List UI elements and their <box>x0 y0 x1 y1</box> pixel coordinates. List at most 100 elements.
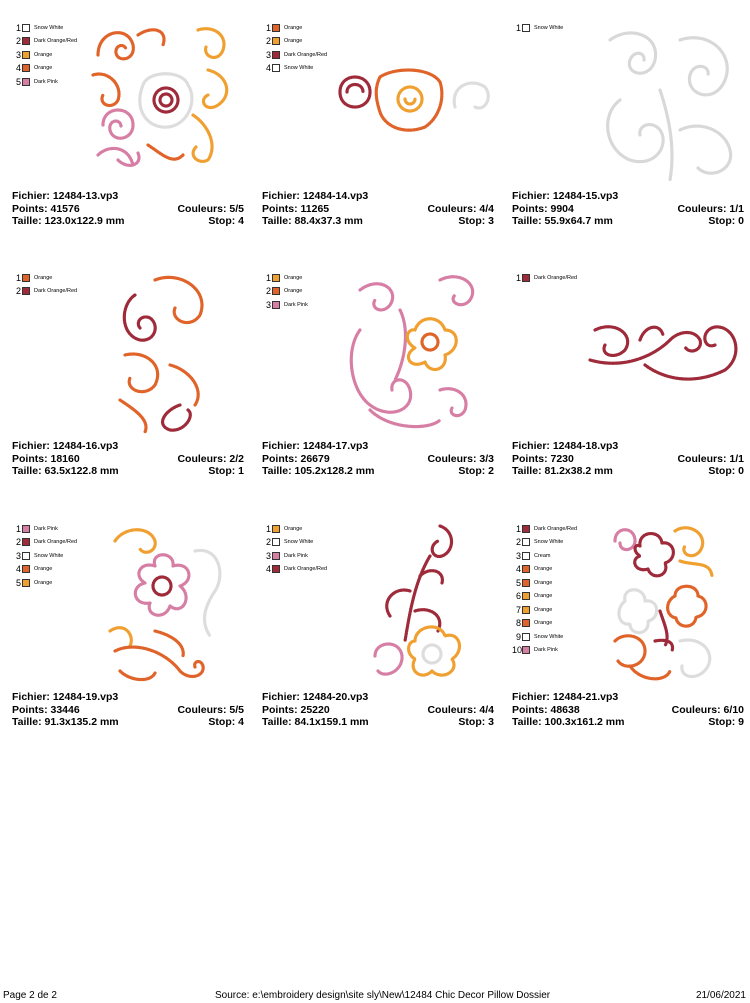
color-swatch <box>522 524 530 533</box>
color-item: 3 Orange <box>12 48 77 62</box>
color-item: 5 Orange <box>12 576 77 590</box>
color-number: 4 <box>265 564 271 575</box>
color-swatch <box>522 578 530 587</box>
points-count: Points: 18160 <box>12 452 80 465</box>
colors-count: Couleurs: 4/4 <box>427 703 494 716</box>
embroidery-preview <box>373 524 462 677</box>
colors-count: Couleurs: 5/5 <box>177 202 244 215</box>
color-item: 2 Orange <box>262 285 308 299</box>
color-item: 2 Snow White <box>512 536 577 550</box>
color-list: 1 Snow White <box>512 21 563 35</box>
points-count: Points: 33446 <box>12 703 80 716</box>
color-name: Dark Pink <box>284 301 308 308</box>
design-size: Taille: 91.3x135.2 mm <box>12 716 119 728</box>
design-info: Fichier: 12484-17.vp3 Points: 26679 Coule… <box>262 440 494 478</box>
color-name: Snow White <box>284 539 314 546</box>
color-item: 3 Dark Pink <box>262 298 308 312</box>
points-count: Points: 25220 <box>262 703 330 716</box>
color-name: Dark Orange/Red <box>284 51 328 58</box>
color-name: Dark Orange/Red <box>34 38 78 45</box>
color-name: Orange <box>34 274 53 281</box>
embroidery-preview <box>338 68 490 132</box>
color-swatch <box>522 565 530 574</box>
color-swatch <box>272 273 280 282</box>
design-size: Taille: 88.4x37.3 mm <box>262 215 363 227</box>
color-number: 2 <box>15 537 21 548</box>
design-cell-21: 1 Dark Orange/Red 2 Snow White 3 Cream 4 Ora… <box>510 506 750 736</box>
color-number: 3 <box>265 550 271 561</box>
color-number: 1 <box>15 523 21 534</box>
color-name: Snow White <box>534 633 564 640</box>
color-name: Snow White <box>34 24 64 31</box>
color-number: 3 <box>15 550 21 561</box>
color-name: Snow White <box>534 539 564 546</box>
color-item: 2 Dark Orange/Red <box>12 35 77 49</box>
color-item: 1 Orange <box>262 21 327 35</box>
color-number: 3 <box>515 550 521 561</box>
color-number: 3 <box>265 299 271 310</box>
file-name: Fichier: 12484-15.vp3 <box>512 190 619 202</box>
design-info: Fichier: 12484-16.vp3 Points: 18160 Coule… <box>12 440 244 478</box>
color-list: 1 Dark Pink 2 Dark Orange/Red 3 Snow White … <box>12 522 77 590</box>
points-count: Points: 11265 <box>262 202 330 215</box>
color-item: 1 Snow White <box>12 21 77 35</box>
color-swatch <box>522 551 530 560</box>
color-swatch <box>522 273 530 282</box>
color-name: Orange <box>34 65 53 72</box>
file-name: Fichier: 12484-14.vp3 <box>262 190 369 202</box>
color-number: 8 <box>515 618 521 629</box>
color-number: 2 <box>15 286 21 297</box>
design-cell-13: 1 Snow White 2 Dark Orange/Red 3 Orange 4 Or… <box>10 5 250 235</box>
color-name: Dark Pink <box>34 525 58 532</box>
source-path: Source: e:\embroidery design\site sly\Ne… <box>215 990 551 1001</box>
color-list: 1 Orange 2 Orange 3 Dark Orange/Red 4 Snow W… <box>262 21 327 75</box>
colors-count: Couleurs: 1/1 <box>677 452 744 465</box>
points-count: Points: 48638 <box>512 703 580 716</box>
file-name: Fichier: 12484-17.vp3 <box>262 440 369 452</box>
color-item: 9 Snow White <box>512 630 577 644</box>
file-name: Fichier: 12484-13.vp3 <box>12 190 119 202</box>
stop-count: Stop: 2 <box>458 465 494 477</box>
color-list: 1 Orange 2 Snow White 3 Dark Pink 4 Dark Ora… <box>262 522 327 576</box>
color-name: Orange <box>34 579 53 586</box>
color-name: Dark Pink <box>34 78 58 85</box>
design-size: Taille: 105.2x128.2 mm <box>262 465 375 477</box>
embroidery-preview <box>588 325 738 381</box>
points-count: Points: 7230 <box>512 452 574 465</box>
color-list: 1 Dark Orange/Red 2 Snow White 3 Cream 4 Ora… <box>512 522 577 657</box>
color-number: 3 <box>15 49 21 60</box>
color-number: 2 <box>515 537 521 548</box>
file-name: Fichier: 12484-20.vp3 <box>262 691 369 703</box>
colors-count: Couleurs: 2/2 <box>177 452 244 465</box>
color-swatch <box>272 538 280 547</box>
color-swatch <box>272 300 280 309</box>
design-info: Fichier: 12484-21.vp3 Points: 48638 Coule… <box>512 691 744 729</box>
color-name: Orange <box>34 51 53 58</box>
color-name: Orange <box>284 24 303 31</box>
color-item: 8 Orange <box>512 617 577 631</box>
color-number: 1 <box>15 272 21 283</box>
color-number: 3 <box>265 49 271 60</box>
color-item: 5 Dark Pink <box>12 75 77 89</box>
design-info: Fichier: 12484-14.vp3 Points: 11265 Coule… <box>262 190 494 228</box>
color-swatch <box>272 37 280 46</box>
color-number: 5 <box>15 76 21 87</box>
color-item: 1 Orange <box>12 271 77 285</box>
color-name: Dark Orange/Red <box>34 539 78 546</box>
color-item: 6 Orange <box>512 590 577 604</box>
color-item: 3 Dark Pink <box>262 549 327 563</box>
design-info: Fichier: 12484-13.vp3 Points: 41576 Coule… <box>12 190 244 228</box>
color-swatch <box>522 592 530 601</box>
color-name: Orange <box>534 579 553 586</box>
stop-count: Stop: 1 <box>208 465 244 477</box>
color-swatch <box>22 287 30 296</box>
color-name: Orange <box>534 593 553 600</box>
color-item: 1 Orange <box>262 271 308 285</box>
colors-count: Couleurs: 6/10 <box>671 703 744 716</box>
color-swatch <box>272 50 280 59</box>
color-number: 1 <box>15 22 21 33</box>
page-number: Page 2 de 2 <box>3 990 57 1001</box>
color-swatch <box>522 632 530 641</box>
color-name: Dark Orange/Red <box>34 288 78 295</box>
stop-count: Stop: 3 <box>458 716 494 728</box>
